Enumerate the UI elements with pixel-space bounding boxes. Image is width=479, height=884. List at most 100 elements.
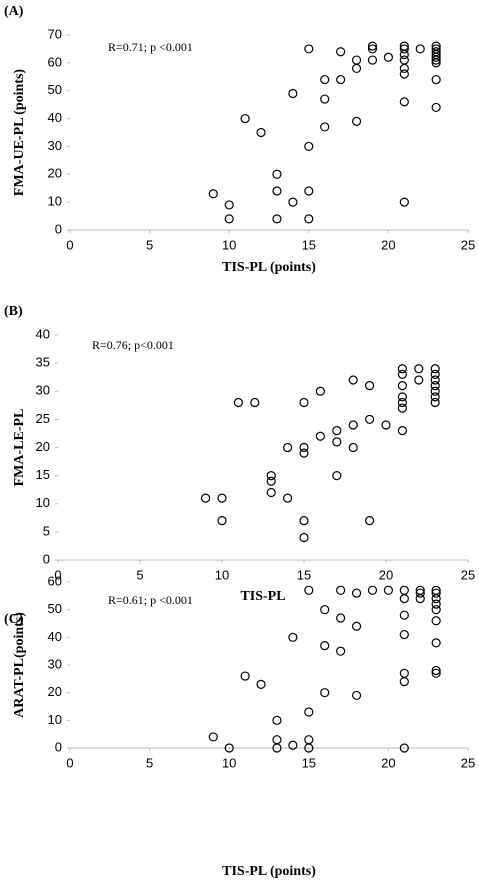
point	[304, 44, 314, 54]
point	[399, 97, 409, 107]
y-tick-label: 25	[36, 411, 50, 426]
x-tick-label: 0	[66, 755, 73, 770]
point	[320, 641, 330, 651]
point	[336, 585, 346, 595]
x-tick-label: 15	[302, 755, 316, 770]
y-tick-label: 0	[43, 551, 50, 566]
y-tick-label: 30	[48, 656, 62, 671]
y-tick-label: 60	[48, 573, 62, 588]
point	[320, 122, 330, 132]
point	[320, 605, 330, 615]
point	[351, 116, 362, 126]
point	[383, 585, 393, 595]
point	[299, 532, 309, 543]
point	[336, 613, 346, 623]
x-tick-label: 5	[146, 755, 153, 770]
point	[250, 397, 260, 408]
point	[304, 186, 314, 196]
point	[304, 707, 314, 717]
point	[397, 403, 407, 413]
x-axis-label: TIS-PL (points)	[222, 864, 316, 879]
point	[399, 676, 409, 687]
point	[208, 189, 218, 199]
y-tick-label: 10	[48, 712, 62, 727]
point	[224, 200, 234, 210]
point	[397, 364, 407, 374]
point	[430, 381, 440, 391]
point	[397, 369, 407, 379]
point	[256, 127, 266, 138]
y-tick-label: 30	[36, 383, 50, 398]
x-axis-label: TIS-PL (points)	[222, 260, 316, 275]
point	[272, 735, 282, 745]
point	[431, 52, 441, 62]
point	[367, 44, 378, 54]
y-axis-label: FMA-LE-PL	[12, 409, 27, 487]
y-tick-label: 0	[55, 221, 62, 236]
y-tick-label: 30	[48, 138, 62, 153]
point	[320, 688, 330, 698]
point	[397, 381, 407, 391]
x-tick-label: 15	[297, 567, 311, 582]
point	[217, 493, 227, 503]
point	[315, 386, 325, 396]
x-tick-label: 20	[381, 755, 395, 770]
point	[431, 588, 441, 598]
point	[348, 375, 358, 385]
y-tick-label: 40	[48, 110, 62, 125]
point	[266, 476, 276, 486]
point	[299, 397, 309, 408]
point	[201, 493, 211, 503]
point	[272, 186, 282, 196]
y-tick-label: 15	[36, 467, 50, 482]
x-tick-label: 5	[136, 567, 143, 582]
point	[431, 593, 441, 604]
point	[272, 715, 282, 725]
point	[383, 52, 393, 62]
y-tick-label: 40	[36, 326, 50, 341]
point	[414, 375, 424, 385]
point	[367, 41, 378, 51]
point	[431, 74, 441, 85]
point	[336, 47, 346, 57]
point	[348, 442, 358, 453]
point	[351, 690, 362, 701]
point	[304, 585, 314, 595]
point	[431, 665, 441, 676]
x-tick-label: 10	[222, 755, 236, 770]
x-tick-label: 25	[461, 567, 475, 582]
point	[430, 369, 440, 379]
point	[399, 585, 409, 595]
point	[304, 214, 314, 224]
point	[266, 487, 276, 498]
y-tick-label: 50	[48, 82, 62, 97]
point	[336, 74, 346, 85]
point	[399, 629, 409, 640]
y-tick-label: 5	[43, 523, 50, 538]
point	[336, 646, 346, 656]
point	[299, 448, 309, 458]
y-axis-label: FMA-UE-PL (points)	[12, 69, 27, 197]
y-tick-label: 20	[48, 166, 62, 181]
y-tick-label: 50	[48, 601, 62, 616]
y-tick-label: 35	[36, 355, 50, 370]
point	[399, 668, 409, 678]
point	[351, 588, 362, 598]
point	[332, 437, 342, 447]
point	[351, 55, 362, 65]
point	[217, 516, 227, 526]
point	[283, 442, 293, 453]
y-tick-label: 70	[48, 26, 62, 41]
point	[272, 743, 282, 753]
point	[399, 63, 409, 74]
point	[397, 392, 407, 402]
point	[415, 588, 425, 598]
y-tick-label: 20	[48, 684, 62, 699]
point	[397, 426, 407, 436]
point	[365, 381, 375, 391]
point	[399, 743, 409, 753]
point	[272, 169, 282, 179]
point	[399, 197, 409, 207]
point	[397, 397, 407, 408]
